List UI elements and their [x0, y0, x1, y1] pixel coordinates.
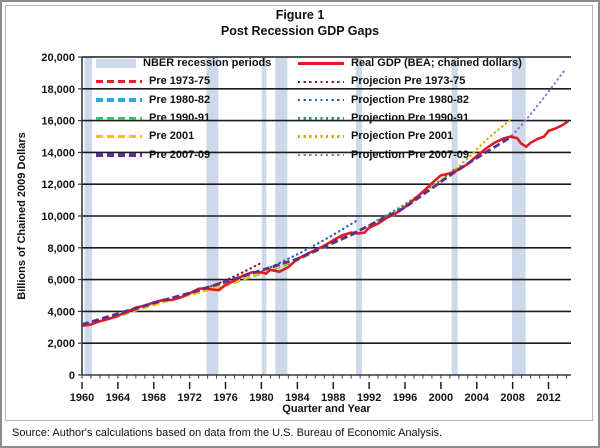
- x-tick-label: 2000: [429, 392, 453, 404]
- legend-item: Projection Pre 1980-82: [298, 93, 469, 107]
- legend-label: Pre 1973-75: [149, 75, 211, 88]
- legend-label: Pre 1990-91: [149, 111, 211, 124]
- x-quarter-label: I: [224, 381, 227, 392]
- x-tick-label: 1960: [70, 392, 94, 404]
- x-quarter-label: I: [260, 381, 263, 392]
- y-tick-label: 12,000: [41, 179, 75, 191]
- x-quarter-label: I: [440, 381, 443, 392]
- legend-label: Projecion Pre 1973-75: [351, 75, 466, 88]
- x-tick-label: 1964: [106, 392, 131, 404]
- x-tick-label: 1968: [142, 392, 166, 404]
- legend-item: Pre 2001: [96, 130, 194, 144]
- recession-swatch: [96, 59, 136, 68]
- x-quarter-label: I: [475, 381, 478, 392]
- dotted-line-swatch: [298, 153, 344, 157]
- legend-label: Projection Pre 2001: [351, 130, 454, 143]
- x-quarter-label: I: [547, 381, 550, 392]
- dotted-line-swatch: [298, 135, 344, 138]
- y-tick-label: 10,000: [41, 211, 75, 223]
- y-tick-label: 16,000: [41, 116, 75, 128]
- legend-label: Real GDP (BEA; chained dollars): [351, 57, 522, 69]
- legend-label: Pre 2007-09: [149, 148, 211, 161]
- x-tick-label: 1988: [321, 392, 345, 404]
- dotted-line-swatch: [298, 98, 344, 102]
- legend-label: Pre 2001: [149, 130, 195, 143]
- source-note: Source: Author's calculations based on d…: [12, 427, 443, 439]
- x-axis-title: Quarter and Year: [282, 403, 371, 415]
- legend-label: Projection Pre 1990-91: [351, 111, 470, 124]
- figure-title: Figure 1: [275, 8, 325, 22]
- x-tick-label: 2004: [465, 392, 490, 404]
- x-tick-label: 2008: [500, 392, 524, 404]
- legend-label: Projection Pre 2007-09: [351, 148, 470, 161]
- dashed-line-swatch: [96, 98, 142, 102]
- legend-item: NBER recession periods: [96, 57, 271, 71]
- x-quarter-label: I: [188, 381, 191, 392]
- dotted-line-swatch: [298, 80, 344, 83]
- series-proj2001: [451, 117, 514, 174]
- x-quarter-label: I: [368, 381, 371, 392]
- legend-label: Pre 1980-82: [149, 93, 211, 106]
- legend-item: Projection Pre 2007-09: [298, 148, 469, 162]
- dashed-line-swatch: [96, 153, 142, 157]
- dashed-line-swatch: [96, 80, 142, 84]
- y-tick-label: 18,000: [41, 84, 75, 96]
- legend-item: Projection Pre 2001: [298, 130, 453, 144]
- x-quarter-label: I: [404, 381, 407, 392]
- legend-label: NBER recession periods: [143, 57, 272, 69]
- x-quarter-label: I: [332, 381, 335, 392]
- y-tick-label: 8,000: [47, 243, 75, 255]
- x-quarter-label: I: [81, 381, 84, 392]
- legend-item: Pre 2007-09: [96, 148, 210, 162]
- x-tick-label: 1972: [177, 392, 201, 404]
- series-proj2007: [511, 67, 567, 137]
- x-quarter-label: I: [511, 381, 514, 392]
- y-tick-label: 20,000: [41, 52, 75, 64]
- legend-item: Real GDP (BEA; chained dollars): [298, 57, 522, 71]
- x-quarter-label: I: [296, 381, 299, 392]
- legend-item: Projecion Pre 1973-75: [298, 75, 465, 89]
- legend-item: Pre 1990-91: [96, 111, 210, 125]
- chart-title: Post Recession GDP Gaps: [220, 24, 380, 38]
- dashed-line-swatch: [96, 116, 142, 121]
- x-tick-label: 1996: [393, 392, 417, 404]
- legend-label: Projection Pre 1980-82: [351, 93, 470, 106]
- y-tick-label: 6,000: [47, 275, 75, 287]
- legend-item: Pre 1980-82: [96, 93, 210, 107]
- x-quarter-label: I: [116, 381, 119, 392]
- x-tick-label: 1992: [357, 392, 381, 404]
- y-tick-label: 14,000: [41, 147, 75, 159]
- x-tick-label: 1980: [249, 392, 273, 404]
- legend-item: Pre 1973-75: [96, 75, 210, 89]
- chart-border-box: [5, 5, 593, 421]
- x-quarter-label: I: [152, 381, 155, 392]
- x-tick-label: 1976: [213, 392, 237, 404]
- series-pre2001: [81, 171, 454, 328]
- dotted-line-swatch: [298, 117, 344, 120]
- y-tick-label: 2,000: [47, 338, 75, 350]
- y-tick-label: 4,000: [47, 306, 75, 318]
- series-pre2007: [81, 135, 513, 326]
- legend-item: Projection Pre 1990-91: [298, 111, 469, 125]
- solid-line-swatch: [298, 61, 344, 66]
- x-tick-label: 2012: [536, 392, 560, 404]
- dashed-line-swatch: [96, 134, 142, 139]
- y-tick-label: 0: [69, 370, 75, 382]
- x-tick-label: 1984: [285, 392, 310, 404]
- y-axis-title: Billions of Chained 2009 Dollars: [16, 132, 28, 300]
